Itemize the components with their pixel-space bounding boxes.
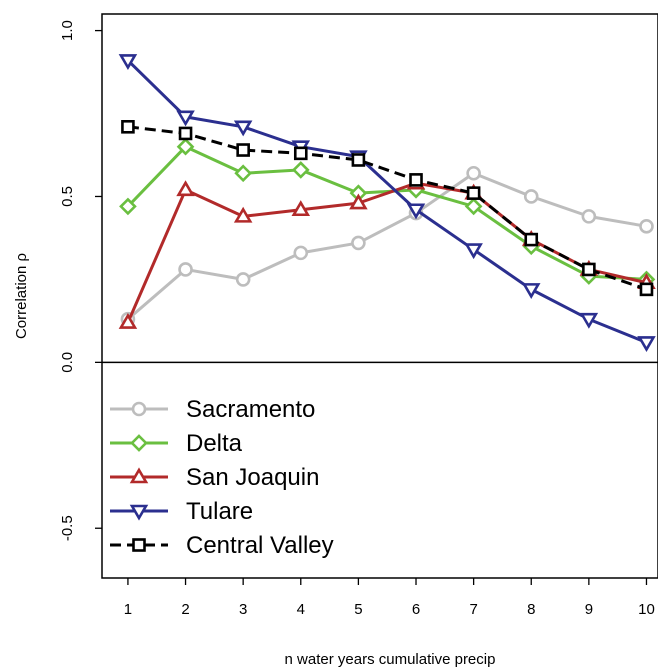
- data-point-sacramento: [351, 235, 366, 251]
- x-tick-label: 2: [181, 601, 189, 618]
- legend-marker-sacramento: [131, 401, 147, 417]
- series-central-valley: [121, 120, 654, 297]
- data-point-sacramento: [639, 219, 654, 234]
- data-point-sacramento: [466, 165, 481, 181]
- data-point-sacramento: [523, 189, 539, 204]
- data-point-central-valley: [178, 126, 193, 141]
- x-tick-label: 7: [469, 601, 477, 618]
- series-line-central-valley: [127, 125, 647, 291]
- data-point-tulare: [176, 110, 195, 127]
- plot-frame: [101, 13, 658, 579]
- data-point-sacramento: [235, 272, 251, 287]
- data-point-tulare: [406, 203, 426, 220]
- data-point-central-valley: [236, 143, 250, 157]
- x-tick-label: 6: [412, 601, 420, 618]
- legend-label-tulare: Tulare: [186, 498, 253, 525]
- series-line-delta: [126, 145, 647, 281]
- data-point-delta: [176, 137, 195, 156]
- series-san-joaquin: [118, 173, 656, 329]
- x-tick-label: 3: [239, 601, 247, 618]
- data-point-central-valley: [293, 146, 308, 161]
- legend-marker-central-valley: [132, 538, 146, 552]
- data-point-tulare: [233, 120, 253, 137]
- x-tick-label: 1: [124, 601, 132, 618]
- legend-label-san-joaquin: San Joaquin: [186, 464, 319, 491]
- y-tick-label: 0.0: [59, 352, 76, 373]
- data-point-central-valley: [466, 186, 481, 200]
- data-point-central-valley: [582, 262, 596, 277]
- legend-label-central-valley: Central Valley: [186, 532, 334, 559]
- legend-item-central-valley: Central Valley: [110, 532, 334, 559]
- series-line-sacramento: [126, 171, 647, 321]
- x-axis-title: n water years cumulative precip: [285, 651, 496, 668]
- legend-item-san-joaquin: San Joaquin: [110, 464, 319, 491]
- legend-marker-delta: [130, 434, 148, 452]
- data-point-central-valley: [639, 282, 654, 297]
- legend-item-tulare: Tulare: [110, 498, 253, 525]
- legend-item-delta: Delta: [110, 430, 243, 457]
- y-tick-label: 1.0: [59, 20, 76, 41]
- legend-marker-san-joaquin: [129, 467, 149, 484]
- data-point-san-joaquin: [233, 206, 253, 223]
- legend-marker-tulare: [129, 504, 149, 521]
- data-point-sacramento: [178, 262, 193, 277]
- series-delta: [119, 137, 656, 289]
- data-point-san-joaquin: [118, 312, 138, 329]
- data-point-central-valley: [121, 120, 135, 134]
- legend-label-sacramento: Sacramento: [186, 396, 315, 423]
- x-tick-label: 4: [297, 601, 305, 618]
- x-tick-label: 8: [527, 601, 535, 618]
- data-point-sacramento: [293, 245, 309, 261]
- data-point-delta: [464, 197, 483, 216]
- data-point-tulare: [118, 54, 138, 71]
- data-point-central-valley: [351, 153, 366, 167]
- y-axis-title: Correlation ρ: [13, 253, 30, 339]
- legend-item-sacramento: Sacramento: [110, 396, 315, 423]
- legend-label-delta: Delta: [186, 430, 243, 457]
- series-line-san-joaquin: [126, 181, 647, 324]
- series-layer: [118, 54, 656, 353]
- data-point-central-valley: [409, 173, 423, 187]
- series-tulare: [118, 54, 656, 353]
- data-point-delta: [291, 161, 310, 179]
- legend: Sacramento Delta San Joaquin Tulare Central …: [110, 396, 334, 559]
- data-point-tulare: [464, 243, 483, 260]
- data-point-tulare: [637, 336, 656, 353]
- axis-ticks: 1 2 3 4 5 6 7 8 9 10 -0.5 0.0 0.5 1.0: [59, 20, 655, 618]
- data-point-delta: [119, 197, 137, 216]
- data-point-tulare: [521, 283, 541, 299]
- series-line-tulare: [126, 59, 648, 344]
- y-tick-label: 0.5: [59, 186, 76, 207]
- data-point-central-valley: [524, 232, 539, 247]
- y-tick-label: -0.5: [59, 515, 76, 541]
- data-point-delta: [234, 164, 252, 183]
- x-tick-label: 9: [585, 601, 593, 618]
- data-point-sacramento: [581, 209, 597, 224]
- data-point-san-joaquin: [349, 193, 368, 210]
- data-point-san-joaquin: [176, 180, 195, 197]
- x-tick-label: 10: [638, 601, 655, 618]
- data-point-tulare: [579, 312, 599, 329]
- data-point-san-joaquin: [291, 200, 311, 217]
- x-tick-label: 5: [354, 601, 362, 618]
